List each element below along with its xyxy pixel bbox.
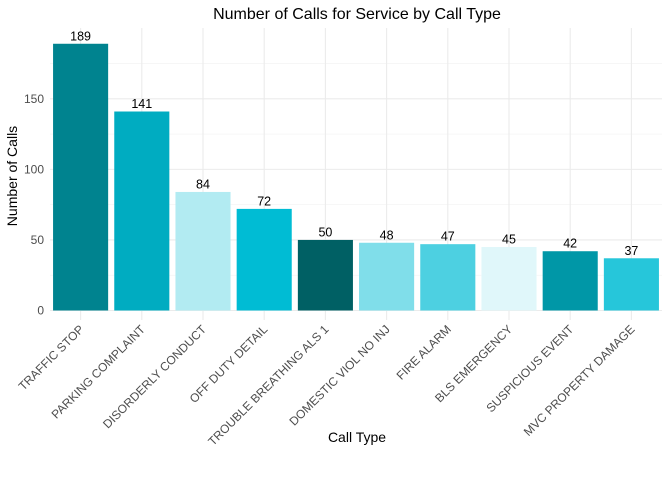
y-tick-label: 50 — [31, 233, 45, 247]
bar-value-label: 72 — [257, 194, 271, 208]
y-tick-label: 100 — [24, 162, 44, 176]
chart-title: Number of Calls for Service by Call Type — [213, 6, 501, 23]
bar — [359, 242, 415, 311]
bar — [481, 246, 537, 311]
bar — [53, 43, 109, 311]
bar — [114, 111, 170, 311]
bar-value-label: 141 — [131, 97, 152, 111]
x-tick-label: TROUBLE BREATHING ALS 1 — [205, 322, 331, 448]
x-tick-label: TRAFFIC STOP — [16, 322, 87, 393]
bar-value-label: 42 — [563, 237, 577, 251]
bar-value-label: 45 — [502, 232, 516, 246]
x-tick-label: DOMESTIC VIOL NO INJ — [286, 322, 392, 428]
x-tick-label: DISORDERLY CONDUCT — [100, 322, 210, 432]
bar-value-label: 50 — [318, 225, 332, 239]
data-labels-group: 189 141 84 72 50 48 47 45 42 37 — [70, 29, 638, 258]
x-tick-label: MVC PROPERTY DAMAGE — [521, 322, 638, 439]
x-axis-title: Call Type — [328, 429, 386, 445]
x-tick-label: FIRE ALARM — [394, 322, 454, 382]
bar-value-label: 37 — [624, 244, 638, 258]
y-tick-label: 150 — [24, 92, 44, 106]
bar — [175, 191, 231, 311]
y-axis-ticks: 0 50 100 150 — [24, 92, 44, 318]
bar-value-label: 189 — [70, 29, 91, 43]
bars-group — [53, 43, 659, 311]
bar — [603, 258, 659, 311]
bar-value-label: 48 — [380, 228, 394, 242]
bar — [236, 208, 292, 311]
bar — [542, 251, 598, 311]
bar-value-label: 47 — [441, 230, 455, 244]
bar — [297, 239, 353, 311]
y-tick-label: 0 — [37, 304, 44, 318]
y-axis-title: Number of Calls — [4, 126, 20, 226]
bar-value-label: 84 — [196, 177, 210, 191]
bar — [420, 244, 476, 311]
